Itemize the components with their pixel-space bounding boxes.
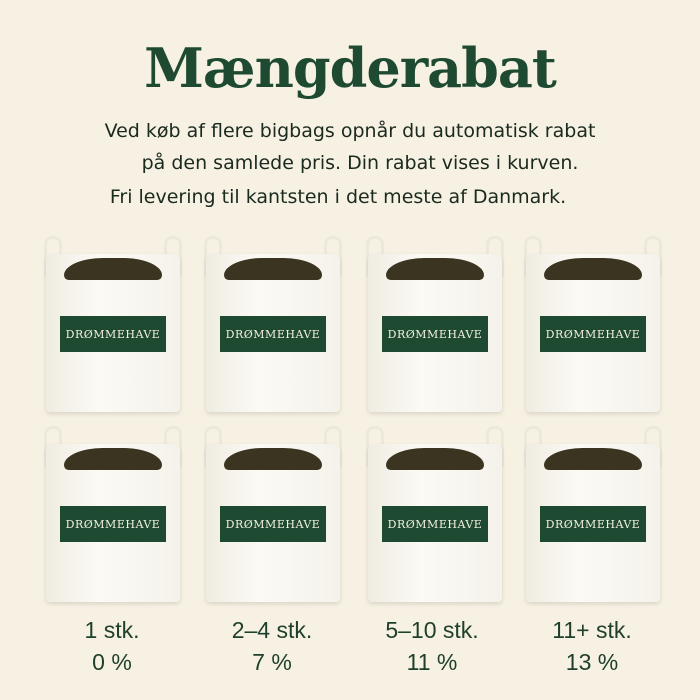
tier-4: 11+ stk. 13 % [512, 614, 672, 678]
bigbag-image: DRØMMEHAVE [520, 426, 666, 602]
tier-1: 1 stk. 0 % [32, 614, 192, 678]
bigbag-image: DRØMMEHAVE [520, 236, 666, 412]
bag-brand-label: DRØMMEHAVE [382, 316, 488, 352]
subtitle-line: Fri levering til kantsten i det meste af… [109, 186, 567, 208]
bag-brand-label: DRØMMEHAVE [60, 506, 166, 542]
tier-discount: 13 % [565, 649, 619, 675]
bag-brand-label: DRØMMEHAVE [540, 506, 646, 542]
bag-brand-label: DRØMMEHAVE [382, 506, 488, 542]
bigbag-image: DRØMMEHAVE [362, 236, 508, 412]
bigbag-image: DRØMMEHAVE [362, 426, 508, 602]
tier-2: 2–4 stk. 7 % [192, 614, 352, 678]
tier-qty: 11+ stk. [552, 617, 632, 643]
bigbag-image: DRØMMEHAVE [40, 236, 186, 412]
soil-mound [386, 448, 484, 470]
bigbag-image: DRØMMEHAVE [40, 426, 186, 602]
soil-mound [544, 258, 642, 280]
subtitle-line: Ved køb af flere bigbags opnår du automa… [104, 120, 596, 142]
tier-qty: 2–4 stk. [231, 617, 313, 643]
tier-qty: 5–10 stk. [385, 617, 479, 643]
tier-discount: 11 % [406, 649, 458, 675]
soil-mound [64, 258, 162, 280]
page-title: Mængderabat [144, 36, 557, 100]
soil-mound [544, 448, 642, 470]
bigbag-image: DRØMMEHAVE [200, 236, 346, 412]
tier-discount: 0 % [92, 649, 132, 675]
tier-discount: 7 % [252, 649, 292, 675]
bag-brand-label: DRØMMEHAVE [540, 316, 646, 352]
soil-mound [64, 448, 162, 470]
bag-brand-label: DRØMMEHAVE [60, 316, 166, 352]
bag-brand-label: DRØMMEHAVE [220, 506, 326, 542]
bag-brand-label: DRØMMEHAVE [220, 316, 326, 352]
tier-3: 5–10 stk. 11 % [352, 614, 512, 678]
bigbag-image: DRØMMEHAVE [200, 426, 346, 602]
subtitle-line: på den samlede pris. Din rabat vises i k… [141, 152, 579, 174]
tier-qty: 1 stk. [84, 617, 140, 643]
soil-mound [224, 258, 322, 280]
soil-mound [224, 448, 322, 470]
soil-mound [386, 258, 484, 280]
